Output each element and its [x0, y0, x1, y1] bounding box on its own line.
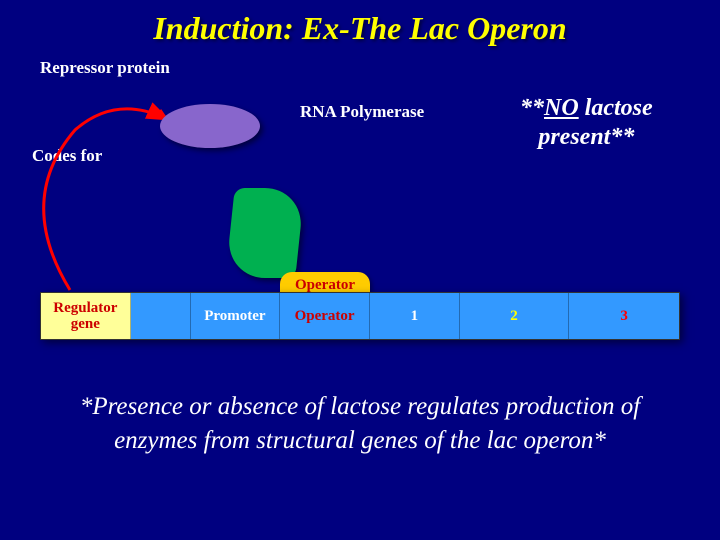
structural-gene-3: 3 [569, 293, 679, 339]
page-title: Induction: Ex-The Lac Operon [0, 10, 720, 47]
condition-rest: lactose [579, 95, 653, 121]
structural-gene-1: 1 [370, 293, 460, 339]
spacer-box [131, 293, 191, 339]
rna-polymerase-label: RNA Polymerase [300, 102, 424, 122]
rna-polymerase-shape [225, 188, 304, 278]
regulator-l2: gene [71, 316, 100, 333]
condition-label: **NO lactose present** [520, 94, 653, 152]
gene-strip: Regulator gene Promoter Operator 1 2 3 [40, 292, 680, 340]
repressor-protein-shape [160, 104, 260, 148]
structural-gene-2: 2 [460, 293, 570, 339]
regulator-gene-box: Regulator gene [41, 293, 131, 339]
condition-no: NO [544, 95, 579, 121]
codes-for-arrow [15, 100, 185, 300]
regulator-l1: Regulator [53, 300, 117, 317]
operator-box: Operator [280, 293, 370, 339]
condition-line2: present** [538, 124, 634, 150]
repressor-protein-label: Repressor protein [40, 58, 170, 78]
footer-note: *Presence or absence of lactose regulate… [50, 390, 670, 458]
promoter-box: Promoter [191, 293, 281, 339]
condition-prefix: ** [520, 95, 544, 121]
